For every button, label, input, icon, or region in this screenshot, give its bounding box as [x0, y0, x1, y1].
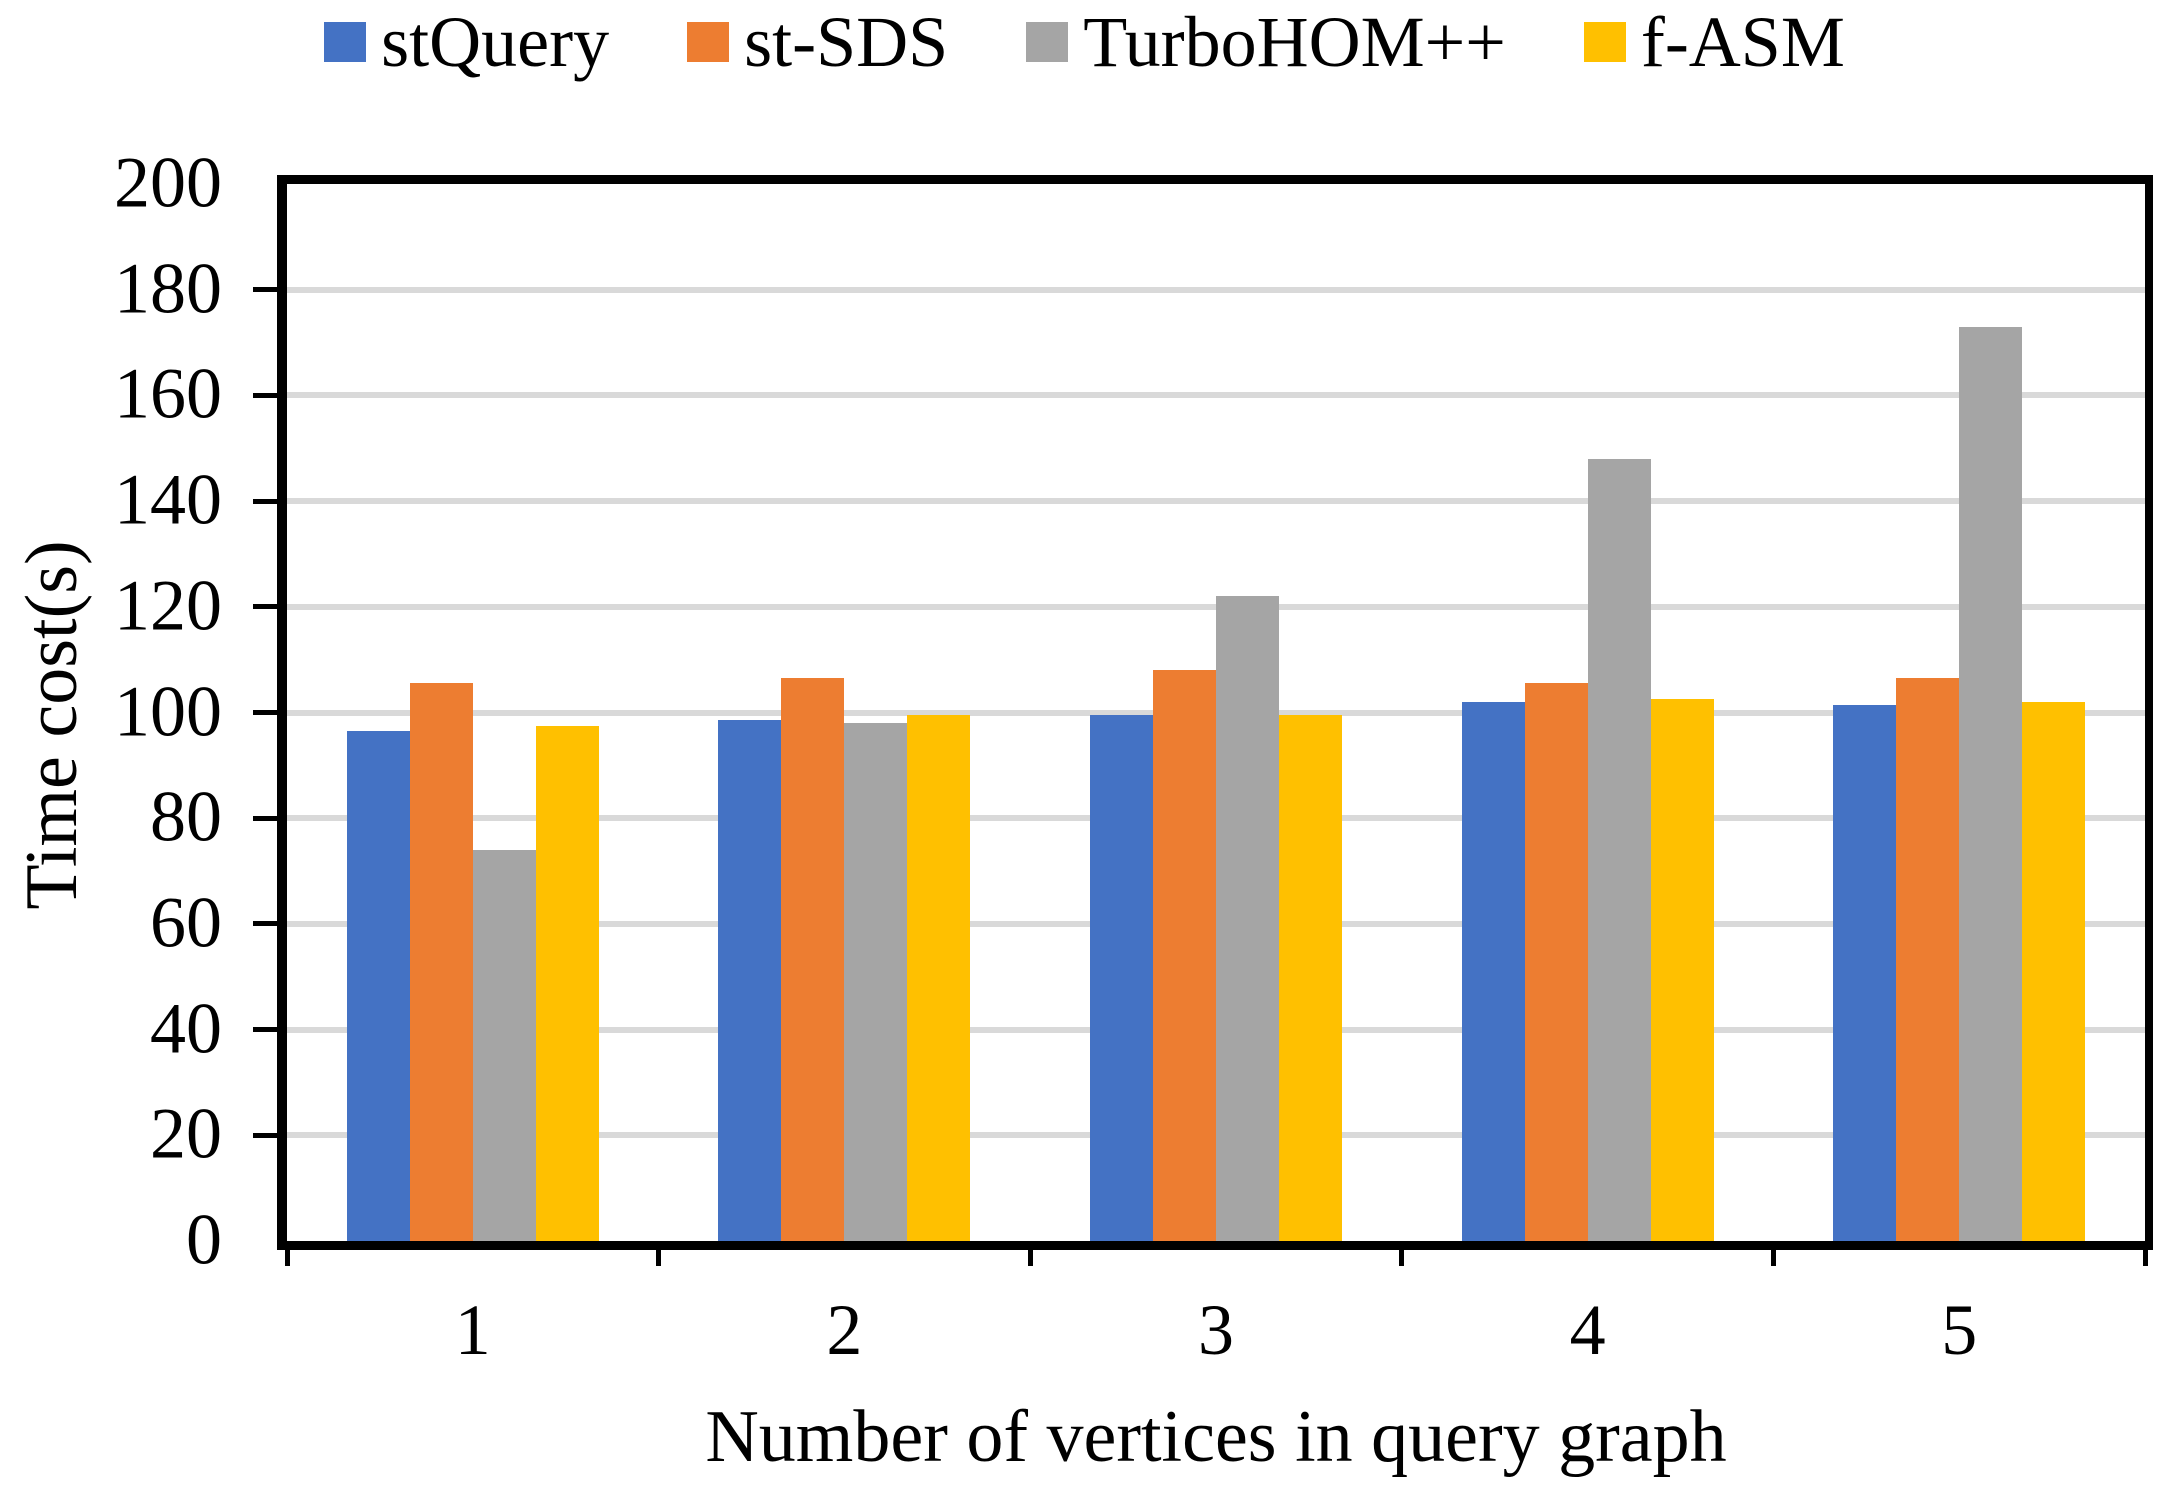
x-axis-category-label: 5 — [1941, 1290, 1978, 1370]
bars-layer — [287, 184, 2145, 1241]
y-axis-tick — [253, 1027, 279, 1033]
plot-area — [277, 175, 2153, 1250]
bar-stquery-2 — [718, 720, 782, 1241]
y-axis-tick — [253, 604, 279, 610]
legend-item-stquery: stQuery — [324, 6, 609, 78]
y-axis-tick-label: 140 — [114, 459, 222, 540]
gridline — [287, 392, 2145, 399]
legend-label: TurboHOM++ — [1083, 2, 1506, 82]
bar-f-asm-1 — [535, 725, 599, 1241]
x-axis-tick — [284, 1250, 290, 1266]
x-axis-category-label: 1 — [454, 1290, 491, 1370]
bar-f-asm-3 — [1279, 715, 1342, 1241]
y-axis-tick — [253, 392, 279, 398]
y-axis-tick — [253, 710, 279, 715]
legend-label: stQuery — [381, 2, 610, 82]
legend: stQuery st-SDS TurboHOM++ f-ASM — [0, 6, 2169, 78]
bar-st-sds-2 — [781, 678, 845, 1241]
x-axis-tick — [2142, 1250, 2148, 1266]
y-axis-tick-label: 200 — [114, 142, 222, 223]
legend-swatch — [687, 22, 730, 62]
bar-st-sds-1 — [409, 683, 473, 1241]
x-axis-tick — [1770, 1250, 1776, 1266]
y-axis-tick-label: 160 — [114, 353, 222, 434]
bar-turbohom-2 — [844, 723, 908, 1241]
y-axis-tick-label: 100 — [114, 671, 222, 752]
y-axis-tick-label: 0 — [186, 1199, 222, 1280]
bar-st-sds-4 — [1524, 683, 1588, 1241]
x-axis-category-label: 3 — [1198, 1290, 1234, 1370]
y-axis-tick — [253, 921, 279, 927]
x-axis-title: Number of vertices in query graph — [705, 1396, 1727, 1478]
bar-f-asm-5 — [2022, 701, 2086, 1241]
bar-turbohom-4 — [1587, 458, 1651, 1241]
legend-swatch — [1583, 22, 1626, 62]
y-axis-tick-label: 20 — [150, 1093, 222, 1174]
gridline — [287, 498, 2145, 505]
x-axis-tick — [656, 1250, 662, 1266]
bar-f-asm-2 — [907, 715, 971, 1241]
legend-label: f-ASM — [1640, 2, 1845, 82]
legend-swatch — [1026, 22, 1069, 62]
bar-turbohom-1 — [472, 849, 536, 1241]
x-axis-category-label: 4 — [1569, 1290, 1606, 1370]
bar-turbohom-5 — [1959, 326, 2023, 1241]
bar-turbohom-3 — [1216, 596, 1279, 1241]
y-axis-tick-label: 120 — [114, 565, 222, 646]
legend-item-f-asm: f-ASM — [1583, 2, 1845, 82]
bar-stquery-1 — [346, 731, 410, 1241]
gridline — [287, 286, 2145, 293]
y-axis-tick — [253, 498, 279, 504]
x-axis-category-label: 2 — [826, 1290, 863, 1370]
x-axis-tick — [1027, 1250, 1033, 1266]
y-axis-tick — [253, 1132, 279, 1138]
y-axis-tick — [253, 815, 279, 821]
x-axis-tick — [1399, 1250, 1405, 1266]
legend-item-st-sds: st-SDS — [687, 6, 948, 78]
bar-stquery-4 — [1461, 701, 1525, 1241]
bar-f-asm-4 — [1650, 699, 1714, 1241]
bar-st-sds-5 — [1896, 678, 1960, 1241]
y-axis-tick-label: 40 — [150, 988, 222, 1069]
bar-stquery-3 — [1090, 715, 1153, 1241]
legend-item-turbohom: TurboHOM++ — [1026, 6, 1506, 78]
y-axis-tick-label: 80 — [150, 776, 222, 857]
legend-swatch — [324, 22, 367, 62]
y-axis-tick-label: 180 — [114, 248, 222, 329]
legend-label: st-SDS — [744, 2, 949, 82]
y-axis-tick-label: 60 — [150, 882, 222, 963]
bar-stquery-5 — [1833, 704, 1897, 1241]
y-axis-tick — [253, 287, 279, 293]
bar-st-sds-3 — [1153, 670, 1216, 1241]
